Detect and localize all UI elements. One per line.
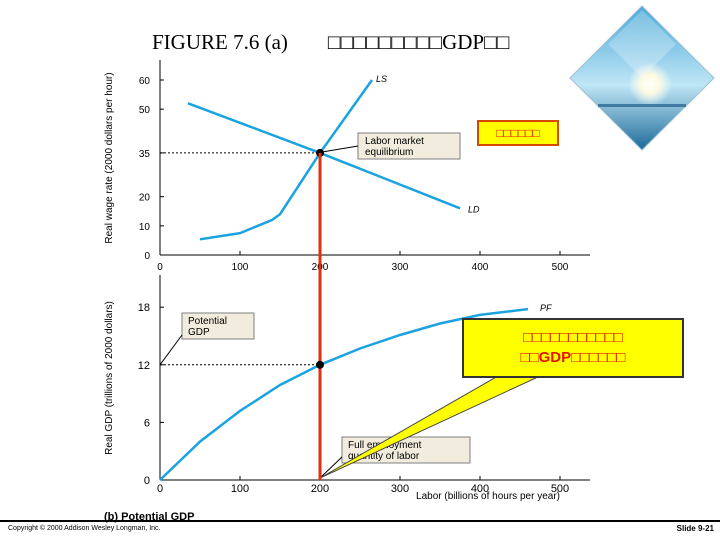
- full-employment-callout-line2: □□GDP□□□□□□: [520, 349, 626, 366]
- pf-curve: [159, 307, 529, 481]
- top-x-tick-label: 0: [157, 262, 163, 273]
- pf-label: PF: [540, 303, 552, 313]
- labor-market-callout: □□□□□□: [477, 120, 559, 146]
- bottom-y-axis-label: Real GDP (trillions of 2000 dollars): [104, 301, 115, 455]
- top-y-tick-label: 50: [139, 105, 151, 116]
- full-employment-label-line2: quantity of labor: [348, 451, 420, 462]
- bottom-x-axis-label: Labor (billions of hours per year): [416, 491, 560, 502]
- ls-curve: [199, 79, 374, 241]
- full-employment-label-box: [341, 436, 471, 464]
- potential-gdp-pointer: [159, 334, 183, 366]
- bottom-x-tick-label: 500: [551, 483, 569, 495]
- bottom-y-tick-label: 0: [144, 475, 150, 487]
- bottom-y-tick-label: 6: [144, 417, 150, 429]
- potential-gdp-label-line1: Potential: [188, 316, 227, 327]
- bottom-x-tick-label: 400: [471, 483, 489, 495]
- top-y-tick-label: 20: [139, 193, 151, 204]
- equilibrium-label-line1: Labor market: [365, 136, 424, 147]
- top-x-tick-label: 500: [552, 262, 569, 273]
- full-employment-callout: □□□□□□□□□□□ □□GDP□□□□□□: [462, 318, 684, 378]
- panel-b-title-bg: [96, 510, 244, 522]
- page-title: FIGURE 7.6 (a) □□□□□□□□□GDP□□: [152, 30, 509, 55]
- top-y-axis-label: Real wage rate (2000 dollars per hour): [104, 72, 115, 243]
- bottom-x-tick-label: 0: [157, 483, 163, 495]
- top-y-tick-label: 0: [144, 251, 150, 262]
- title-cjk: □□□□□□□□□GDP□□: [327, 30, 510, 54]
- top-y-tick-label: 10: [139, 222, 151, 233]
- full-employment-pointer: [319, 456, 343, 479]
- top-x-tick-label: 100: [232, 262, 249, 273]
- bottom-x-tick-label: 300: [391, 483, 409, 495]
- decorative-corner-image: [569, 5, 715, 151]
- ld-label: LD: [468, 204, 480, 214]
- equilibrium-label-box: [357, 132, 461, 160]
- top-x-tick-label: 300: [392, 262, 409, 273]
- ls-label: LS: [376, 74, 387, 84]
- copyright-text: Copyright © 2000 Addison Wesley Longman,…: [8, 525, 161, 532]
- bottom-y-tick-label: 18: [138, 302, 150, 314]
- bottom-x-tick-label: 100: [231, 483, 249, 495]
- bottom-x-tick-label: 200: [311, 483, 329, 495]
- full-employment-callout-line1: □□□□□□□□□□□: [523, 329, 623, 346]
- footer-divider: [0, 520, 720, 522]
- equilibrium-pointer: [322, 145, 359, 153]
- slide-number: Slide 9-21: [676, 524, 714, 533]
- potential-gdp-box: [181, 312, 255, 340]
- potential-gdp-point: [316, 360, 324, 369]
- bottom-y-tick-label: 12: [138, 360, 150, 372]
- title-figure: FIGURE 7.6 (a): [152, 30, 288, 54]
- equilibrium-label-line2: equilibrium: [365, 147, 413, 158]
- potential-gdp-label-line2: GDP: [188, 327, 210, 338]
- top-y-tick-label: 35: [139, 149, 151, 160]
- top-x-tick-label: 400: [472, 262, 489, 273]
- top-y-tick-label: 60: [139, 76, 151, 87]
